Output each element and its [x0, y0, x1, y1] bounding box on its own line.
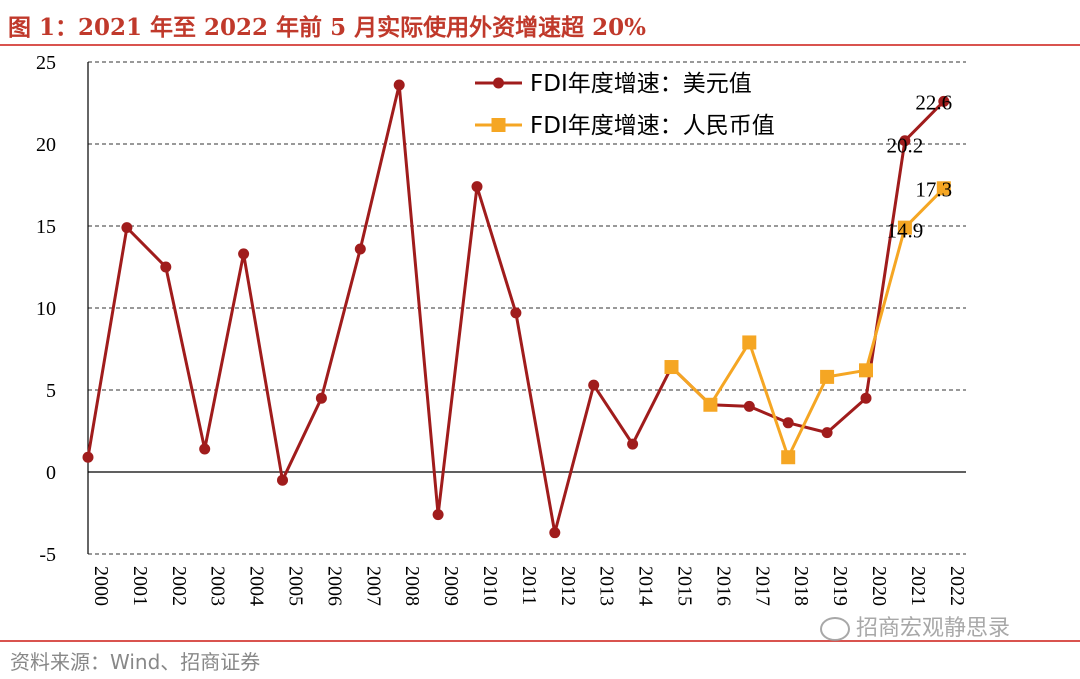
series-1-point [860, 392, 872, 404]
series-1-point [821, 427, 833, 439]
series-1-point [393, 79, 405, 91]
series-1-point [432, 509, 444, 521]
data-label: 14.9 [887, 219, 924, 243]
legend-marker [493, 77, 504, 89]
series-2-point [742, 335, 757, 350]
series-1-point [627, 438, 639, 450]
data-label: 17.3 [915, 177, 952, 201]
series-1-point [549, 527, 561, 539]
legend-label: FDI年度增速：美元值 [530, 71, 752, 97]
x-tick-label: 2016 [712, 566, 734, 606]
y-tick-label: -5 [39, 544, 56, 566]
x-tick-label: 2021 [907, 566, 929, 606]
y-tick-label: 10 [36, 298, 56, 320]
series-1-point [82, 451, 94, 463]
series-2-point [820, 369, 835, 384]
legend-marker [491, 118, 506, 132]
series-2-point [936, 181, 951, 196]
y-tick-label: 5 [46, 380, 56, 402]
y-tick-label: 15 [36, 216, 56, 238]
series-1-point [899, 135, 911, 147]
x-tick-label: 2003 [207, 566, 229, 606]
x-tick-label: 2020 [868, 566, 890, 606]
series-1-point [121, 222, 133, 234]
y-tick-label: 20 [36, 134, 56, 156]
watermark-text: 招商宏观静思录 [856, 616, 1011, 641]
series-1-point [160, 261, 172, 273]
series-1-point [938, 95, 950, 107]
series-2-point [897, 220, 912, 235]
x-tick-label: 2011 [518, 566, 540, 605]
series-1-point [277, 474, 288, 486]
x-tick-label: 2005 [285, 566, 307, 606]
series-1-point [743, 400, 755, 412]
series-2-point [664, 360, 679, 375]
y-tick-label: 0 [46, 462, 56, 484]
x-tick-label: 2022 [946, 566, 968, 606]
wechat-icon [820, 617, 850, 641]
x-tick-label: 2013 [596, 566, 618, 606]
series-1-point [199, 443, 211, 455]
series-2-point [859, 363, 873, 378]
x-tick-label: 2001 [129, 566, 151, 606]
x-tick-label: 2014 [635, 566, 657, 606]
data-label: 22.6 [915, 90, 952, 114]
series-1-point [510, 307, 522, 319]
x-tick-label: 2019 [829, 566, 851, 606]
x-tick-label: 2006 [323, 566, 345, 606]
series-line-2 [670, 187, 945, 459]
series-1-point [238, 248, 250, 260]
legend-label: FDI年度增速：人民币值 [530, 113, 775, 139]
series-1-point [782, 417, 794, 429]
title-bar: 图 1：2021 年至 2022 年前 5 月实际使用外资增速超 20% [0, 0, 1080, 46]
series-2-point [781, 450, 796, 465]
data-label: 20.2 [887, 134, 924, 158]
x-tick-label: 2017 [751, 566, 773, 606]
x-tick-label: 2008 [401, 566, 423, 606]
series-1-point [315, 392, 327, 404]
x-tick-label: 2010 [479, 566, 501, 606]
source-note: 资料来源：Wind、招商证券 [10, 650, 261, 674]
x-tick-label: 2000 [90, 566, 112, 606]
series-1-point [354, 243, 366, 255]
x-tick-label: 2009 [440, 566, 462, 606]
series-1-point [471, 181, 483, 193]
x-tick-label: 2012 [557, 566, 579, 606]
y-tick-label: 25 [36, 52, 56, 74]
x-tick-label: 2015 [674, 566, 696, 606]
series-1-point [588, 379, 600, 391]
title-divider [0, 44, 1080, 46]
watermark: 招商宏观静思录 [820, 610, 1010, 642]
x-tick-label: 2007 [362, 566, 384, 606]
x-tick-label: 2004 [246, 566, 268, 606]
x-tick-label: 2018 [790, 566, 812, 606]
footer-divider [0, 640, 1080, 642]
x-tick-label: 2002 [168, 566, 190, 606]
chart-title: 图 1：2021 年至 2022 年前 5 月实际使用外资增速超 20% [8, 14, 646, 41]
series-2-point [703, 397, 718, 412]
